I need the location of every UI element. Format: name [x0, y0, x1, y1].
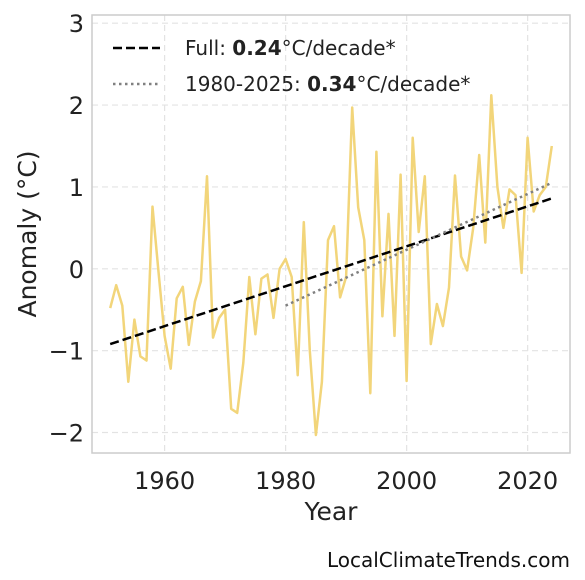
legend-label-2: 1980-2025: 0.34°C/decade* — [185, 72, 470, 96]
x-tick-2000: 2000 — [376, 467, 437, 495]
x-tick-labels: 1960 1980 2000 2020 — [134, 467, 558, 495]
site-credit: LocalClimateTrends.com — [326, 548, 570, 572]
recent-trend-line — [285, 181, 553, 307]
legend: Full: 0.24°C/decade* 1980-2025: 0.34°C/de… — [113, 36, 470, 96]
plot-frame — [91, 14, 571, 454]
legend-label-1: Full: 0.24°C/decade* — [185, 36, 396, 60]
full-trend-line — [109, 197, 553, 346]
y-tick--2: −2 — [49, 420, 84, 448]
y-tick-labels: −2 −1 0 1 2 3 — [49, 10, 84, 447]
y-tick-3: 3 — [69, 10, 84, 38]
y-tick-2: 2 — [69, 92, 84, 120]
x-tick-2020: 2020 — [497, 467, 558, 495]
y-axis-label: Anomaly (°C) — [13, 150, 42, 317]
y-tick-0: 0 — [69, 256, 84, 284]
y-tick--1: −1 — [49, 338, 84, 366]
x-tick-1960: 1960 — [134, 467, 195, 495]
series-layer — [108, 93, 554, 437]
x-tick-1980: 1980 — [255, 467, 316, 495]
x-axis-label: Year — [304, 497, 359, 526]
anomaly-series-line — [108, 93, 554, 437]
y-tick-1: 1 — [69, 174, 84, 202]
